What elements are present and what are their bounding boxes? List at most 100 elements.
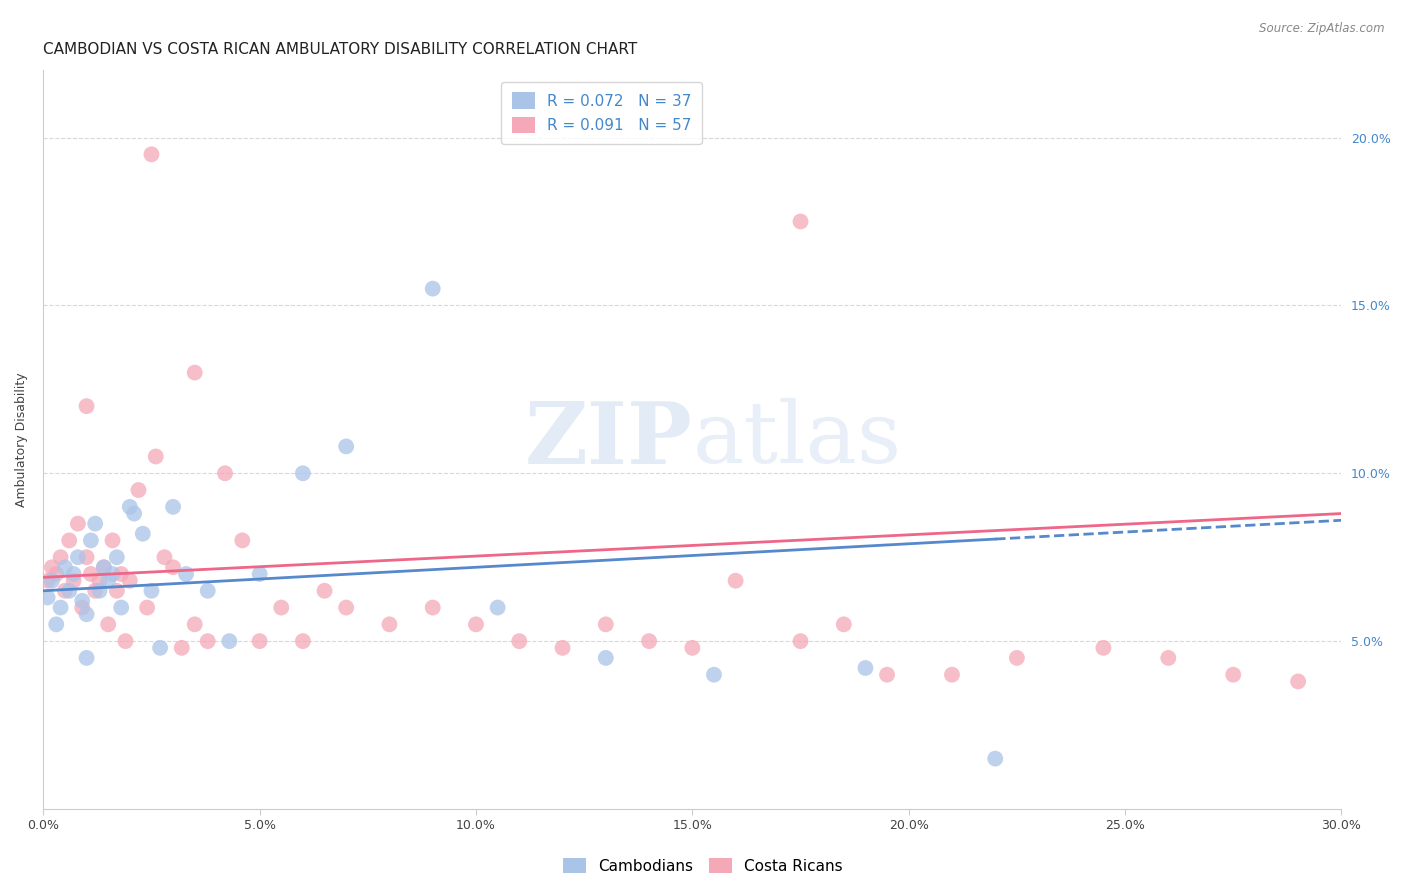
- Point: [183, 366, 205, 380]
- Point: [378, 617, 401, 632]
- Point: [49, 600, 72, 615]
- Point: [62, 566, 84, 581]
- Point: [595, 651, 617, 665]
- Legend: R = 0.072   N = 37, R = 0.091   N = 57: R = 0.072 N = 37, R = 0.091 N = 57: [501, 82, 702, 145]
- Point: [58, 583, 80, 598]
- Point: [855, 661, 877, 675]
- Point: [832, 617, 855, 632]
- Point: [941, 667, 963, 681]
- Point: [314, 583, 336, 598]
- Point: [62, 574, 84, 588]
- Point: [422, 600, 444, 615]
- Point: [1157, 651, 1180, 665]
- Point: [149, 640, 172, 655]
- Point: [170, 640, 193, 655]
- Point: [122, 507, 145, 521]
- Point: [984, 751, 1007, 765]
- Point: [37, 574, 59, 588]
- Point: [105, 550, 128, 565]
- Point: [132, 526, 155, 541]
- Point: [76, 651, 98, 665]
- Point: [89, 583, 111, 598]
- Point: [145, 450, 167, 464]
- Point: [595, 617, 617, 632]
- Text: atlas: atlas: [692, 398, 901, 482]
- Point: [101, 566, 124, 581]
- Point: [49, 550, 72, 565]
- Point: [84, 583, 107, 598]
- Point: [66, 550, 89, 565]
- Point: [1286, 674, 1309, 689]
- Point: [249, 634, 271, 648]
- Point: [84, 516, 107, 531]
- Point: [136, 600, 159, 615]
- Point: [93, 560, 115, 574]
- Point: [80, 533, 103, 548]
- Point: [876, 667, 898, 681]
- Point: [58, 533, 80, 548]
- Point: [422, 282, 444, 296]
- Point: [249, 566, 271, 581]
- Point: [335, 439, 357, 453]
- Point: [93, 560, 115, 574]
- Point: [197, 583, 219, 598]
- Point: [53, 583, 76, 598]
- Point: [270, 600, 292, 615]
- Point: [486, 600, 509, 615]
- Point: [551, 640, 574, 655]
- Point: [141, 583, 163, 598]
- Point: [66, 516, 89, 531]
- Point: [76, 399, 98, 413]
- Y-axis label: Ambulatory Disability: Ambulatory Disability: [15, 372, 28, 507]
- Point: [53, 560, 76, 574]
- Point: [681, 640, 703, 655]
- Point: [789, 634, 811, 648]
- Point: [76, 550, 98, 565]
- Point: [162, 500, 184, 514]
- Point: [41, 560, 63, 574]
- Text: ZIP: ZIP: [524, 398, 692, 482]
- Legend: Cambodians, Costa Ricans: Cambodians, Costa Ricans: [557, 852, 849, 880]
- Point: [97, 617, 120, 632]
- Point: [724, 574, 747, 588]
- Point: [101, 533, 124, 548]
- Text: Source: ZipAtlas.com: Source: ZipAtlas.com: [1260, 22, 1385, 36]
- Point: [174, 566, 197, 581]
- Point: [153, 550, 176, 565]
- Text: CAMBODIAN VS COSTA RICAN AMBULATORY DISABILITY CORRELATION CHART: CAMBODIAN VS COSTA RICAN AMBULATORY DISA…: [44, 42, 637, 57]
- Point: [110, 600, 132, 615]
- Point: [70, 600, 93, 615]
- Point: [183, 617, 205, 632]
- Point: [465, 617, 488, 632]
- Point: [97, 574, 120, 588]
- Point: [1005, 651, 1028, 665]
- Point: [335, 600, 357, 615]
- Point: [703, 667, 725, 681]
- Point: [638, 634, 661, 648]
- Point: [789, 214, 811, 228]
- Point: [105, 583, 128, 598]
- Point: [127, 483, 149, 497]
- Point: [80, 566, 103, 581]
- Point: [45, 617, 67, 632]
- Point: [89, 574, 111, 588]
- Point: [1222, 667, 1244, 681]
- Point: [110, 566, 132, 581]
- Point: [218, 634, 240, 648]
- Point: [162, 560, 184, 574]
- Point: [508, 634, 530, 648]
- Point: [291, 467, 314, 481]
- Point: [291, 634, 314, 648]
- Point: [70, 594, 93, 608]
- Point: [37, 591, 59, 605]
- Point: [118, 574, 141, 588]
- Point: [41, 574, 63, 588]
- Point: [76, 607, 98, 622]
- Point: [231, 533, 253, 548]
- Point: [197, 634, 219, 648]
- Point: [141, 147, 163, 161]
- Point: [45, 566, 67, 581]
- Point: [1092, 640, 1115, 655]
- Point: [214, 467, 236, 481]
- Point: [114, 634, 136, 648]
